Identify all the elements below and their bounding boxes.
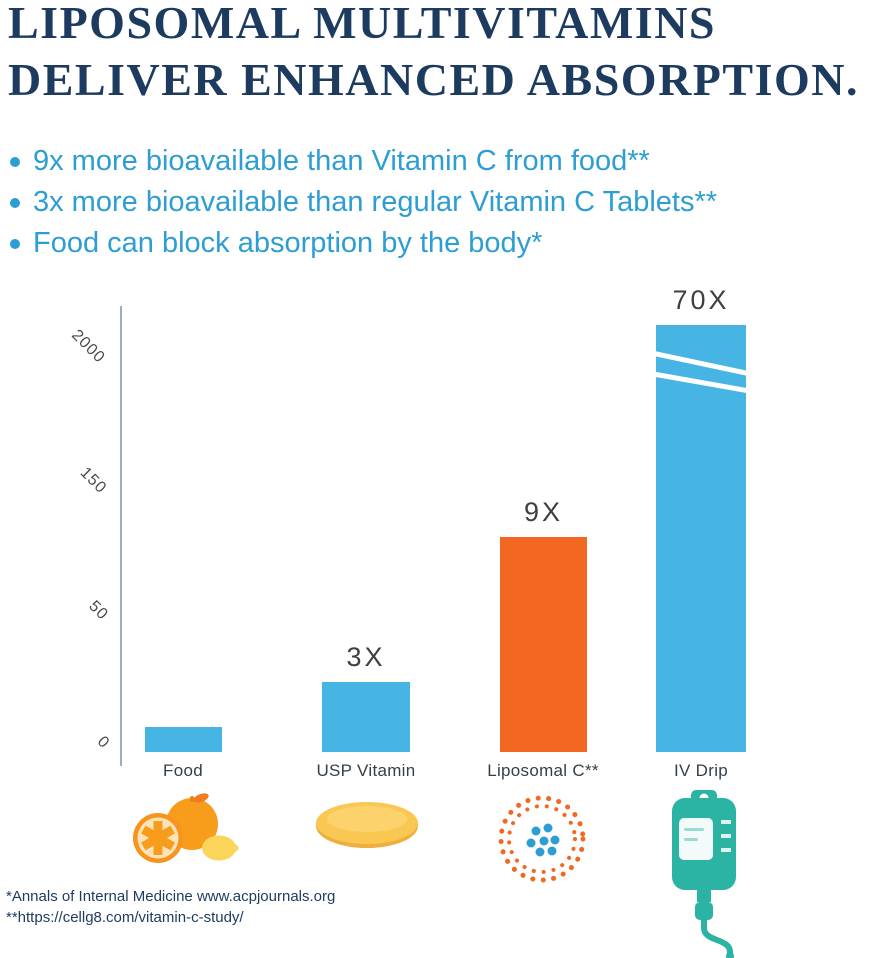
chart-bar xyxy=(322,682,410,752)
iv-bag-icon xyxy=(672,790,736,958)
axis-break-icon xyxy=(651,350,751,377)
chart-bar xyxy=(650,325,752,752)
bullet-dot-icon xyxy=(10,238,20,249)
category-label-iv-drip: IV Drip xyxy=(673,761,729,780)
bullet-dot-icon xyxy=(10,197,20,208)
bar-value-label: 3X xyxy=(346,642,386,673)
y-axis-line xyxy=(120,306,122,766)
chart-bar xyxy=(500,536,587,752)
category-label-liposomal-c: Liposomal C** xyxy=(487,761,599,780)
y-tick: 150 xyxy=(76,464,111,498)
bullet-item: 3x more bioavailable than regular Vitami… xyxy=(10,182,717,223)
bullet-text: Food can block absorption by the body* xyxy=(33,227,543,259)
bullet-dot-icon xyxy=(10,156,20,167)
bar-group-food xyxy=(145,312,222,752)
bullet-text: 9x more bioavailable than Vitamin C from… xyxy=(33,145,650,177)
title-line-2: DELIVER ENHANCED ABSORPTION. xyxy=(8,54,859,105)
tablet-icon xyxy=(316,802,418,848)
bar-value-label: 9X xyxy=(523,496,564,527)
liposome-icon xyxy=(498,795,586,883)
bar-group-iv-drip: 70X xyxy=(650,285,752,752)
bar-group-liposomal-c: 9X xyxy=(500,312,587,752)
chart-bar xyxy=(145,726,222,752)
footnotes: *Annals of Internal Medicine www.acpjour… xyxy=(6,886,335,928)
category-label-usp-vitamin: USP Vitamin xyxy=(316,761,416,780)
axis-break-icon xyxy=(650,371,752,394)
bullet-item: 9x more bioavailable than Vitamin C from… xyxy=(10,141,717,182)
footnote-1: *Annals of Internal Medicine www.acpjour… xyxy=(6,888,336,905)
footnote-2: **https://cellg8.com/vitamin-c-study/ xyxy=(6,909,244,926)
bullet-item: Food can block absorption by the body* xyxy=(10,223,717,264)
benefit-bullets: 9x more bioavailable than Vitamin C from… xyxy=(10,141,717,264)
bar-value-label: 70X xyxy=(672,285,730,316)
category-label-food: Food xyxy=(163,761,203,780)
title-line-1: LIPOSOMAL MULTIVITAMINS xyxy=(8,0,717,48)
bar-chart: 2000 150 50 0 3X 9X 70X Food USP Vitamin… xyxy=(69,285,782,780)
food-icon xyxy=(133,793,239,863)
y-tick: 0 xyxy=(93,733,113,753)
bar-group-usp-vitamin: 3X xyxy=(322,312,410,752)
y-tick: 2000 xyxy=(68,326,109,367)
y-tick: 50 xyxy=(85,597,112,624)
bullet-text: 3x more bioavailable than regular Vitami… xyxy=(33,186,718,218)
page-title: LIPOSOMAL MULTIVITAMINS DELIVER ENHANCED… xyxy=(8,0,859,108)
